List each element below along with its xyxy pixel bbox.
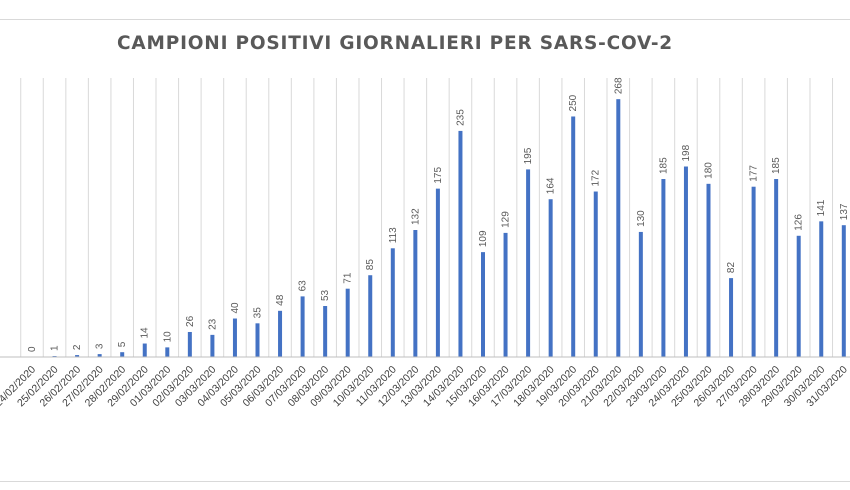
data-label: 175 <box>433 167 444 184</box>
data-label: 35 <box>253 307 264 319</box>
bar-29/03/2020 <box>796 235 801 357</box>
data-label: 172 <box>591 169 602 186</box>
bar-21/03/2020 <box>616 99 621 357</box>
bar-19/03/2020 <box>571 116 576 357</box>
data-label: 113 <box>388 227 399 243</box>
data-label: 48 <box>275 294 286 306</box>
bars <box>52 99 846 357</box>
bar-31/03/2020 <box>841 225 846 357</box>
data-label: 164 <box>546 177 557 194</box>
bar-02/03/2020 <box>187 331 192 357</box>
bar-03/03/2020 <box>210 334 215 357</box>
data-label: 141 <box>816 199 827 216</box>
chart-frame-bottom <box>0 481 850 482</box>
data-label: 180 <box>704 162 715 179</box>
data-label: 3 <box>95 343 106 349</box>
gridlines <box>20 78 834 357</box>
data-label: 2 <box>72 344 83 350</box>
bar-05/03/2020 <box>255 323 260 357</box>
data-label: 198 <box>681 144 692 161</box>
data-label: 235 <box>455 109 466 126</box>
bar-20/03/2020 <box>593 191 598 357</box>
data-label: 132 <box>410 208 421 225</box>
bar-01/03/2020 <box>165 347 170 357</box>
data-label: 71 <box>343 272 354 284</box>
bar-26/02/2020 <box>75 355 80 357</box>
bar-27/02/2020 <box>97 354 102 357</box>
bar-18/03/2020 <box>548 199 553 357</box>
chart-frame-top <box>0 19 850 20</box>
data-label: 130 <box>636 210 647 227</box>
bar-09/03/2020 <box>345 288 350 357</box>
data-label: 0 <box>27 346 38 352</box>
bar-12/03/2020 <box>413 230 418 357</box>
data-label: 126 <box>794 214 805 231</box>
data-label: 14 <box>140 327 151 339</box>
data-label: 53 <box>320 289 331 301</box>
data-label: 268 <box>613 77 624 94</box>
bar-30/03/2020 <box>819 221 824 357</box>
bar-10/03/2020 <box>368 275 373 357</box>
data-label: 1 <box>50 345 61 351</box>
bar-25/03/2020 <box>706 183 711 357</box>
bar-11/03/2020 <box>390 248 395 357</box>
data-label: 185 <box>658 157 669 174</box>
data-label: 23 <box>207 318 218 330</box>
bar-08/03/2020 <box>323 306 328 357</box>
x-tick-labels: 24/02/202025/02/202026/02/202027/02/2020… <box>0 364 850 410</box>
bar-07/03/2020 <box>300 296 305 357</box>
data-label: 137 <box>839 203 850 220</box>
bar-04/03/2020 <box>232 318 237 357</box>
data-label: 129 <box>501 211 512 228</box>
bar-14/03/2020 <box>458 130 463 357</box>
data-label: 109 <box>478 230 489 247</box>
data-label: 82 <box>726 262 737 274</box>
chart-title: CAMPIONI POSITIVI GIORNALIERI PER SARS-C… <box>117 33 673 54</box>
bar-26/03/2020 <box>729 278 734 357</box>
data-label: 26 <box>185 315 196 327</box>
data-label: 195 <box>523 147 534 164</box>
data-label: 250 <box>568 94 579 111</box>
data-label: 85 <box>365 259 376 271</box>
bar-15/03/2020 <box>481 252 485 357</box>
bar-06/03/2020 <box>278 310 283 357</box>
bar-29/02/2020 <box>142 343 147 357</box>
bar-24/03/2020 <box>683 166 688 357</box>
data-label: 10 <box>162 331 173 343</box>
data-label: 177 <box>749 165 760 182</box>
bar-16/03/2020 <box>503 232 508 357</box>
bar-28/02/2020 <box>120 352 125 357</box>
bar-28/03/2020 <box>774 179 779 357</box>
data-label: 40 <box>230 302 241 314</box>
bar-27/03/2020 <box>751 186 756 357</box>
bar-13/03/2020 <box>435 188 440 357</box>
bar-17/03/2020 <box>526 169 531 357</box>
data-label: 5 <box>117 341 128 347</box>
bar-23/03/2020 <box>661 179 666 357</box>
data-label: 185 <box>771 157 782 174</box>
bar-22/03/2020 <box>638 231 643 357</box>
data-label: 63 <box>298 280 309 292</box>
